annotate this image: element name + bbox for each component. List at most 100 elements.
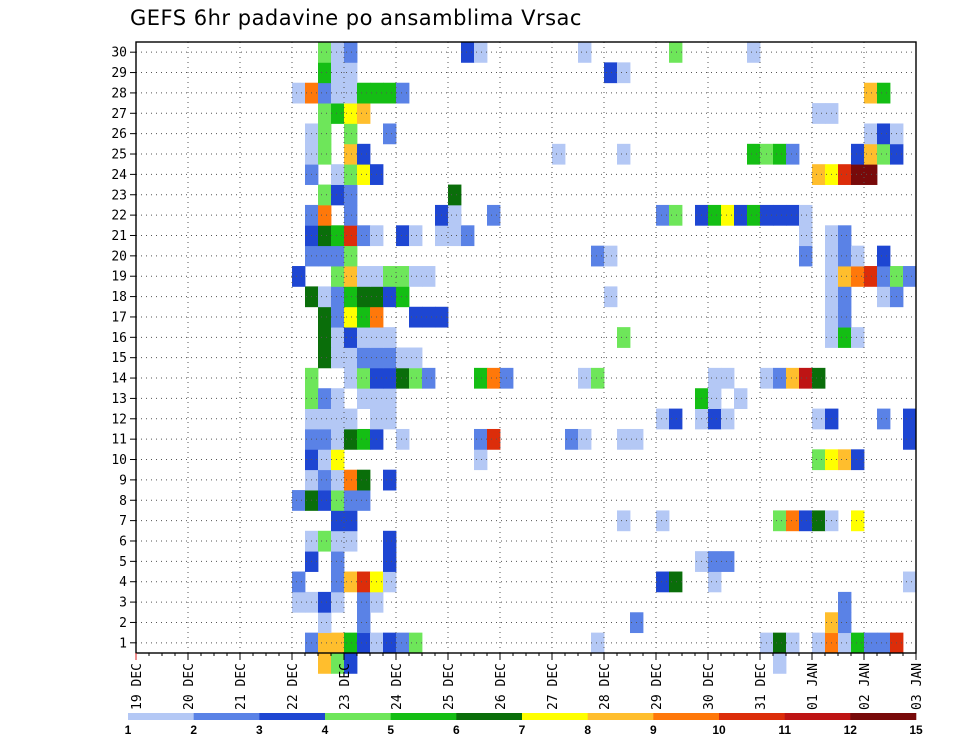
heatmap-cell xyxy=(331,632,345,654)
heatmap-cell xyxy=(331,306,345,328)
heatmap-cell xyxy=(812,408,826,430)
x-axis: 19 DEC 20 DEC 21 DEC 22 DEC 23 DEC 24 DEC 25 D… xyxy=(130,653,925,710)
heatmap-cell xyxy=(721,408,735,430)
heatmap-cell xyxy=(357,347,371,369)
heatmap-cell xyxy=(344,347,358,369)
heatmap-cell xyxy=(851,164,865,185)
heatmap-cell xyxy=(448,225,462,247)
heatmap-cell xyxy=(903,266,917,287)
heatmap-cell xyxy=(591,367,605,389)
heatmap-cell xyxy=(838,245,852,267)
heatmap-cell xyxy=(331,510,345,532)
heatmap-cell xyxy=(877,266,891,287)
legend-label: 10 xyxy=(712,723,726,737)
heatmap-cell xyxy=(331,591,345,613)
heatmap-cell xyxy=(318,245,332,267)
heatmap-cell xyxy=(773,367,787,389)
heatmap-cell xyxy=(838,449,852,471)
heatmap-cell xyxy=(357,225,371,247)
x-tick-label: 01 JAN xyxy=(806,663,821,710)
heatmap-cell xyxy=(669,571,683,593)
heatmap-cell xyxy=(903,571,917,593)
heatmap-cell xyxy=(357,327,371,348)
heatmap-cell xyxy=(812,510,826,532)
heatmap-cell xyxy=(344,123,358,145)
heatmap-cell xyxy=(851,245,865,267)
heatmap-cell xyxy=(344,245,358,267)
heatmap-cell xyxy=(851,510,865,532)
heatmap-cell xyxy=(331,551,345,572)
heatmap-cell xyxy=(799,510,813,532)
heatmap-cell xyxy=(318,204,332,226)
heatmap-cell xyxy=(318,286,332,308)
heatmap-cell xyxy=(812,164,826,185)
heatmap-cell xyxy=(617,143,631,165)
x-tick-label: 29 DEC xyxy=(650,663,665,710)
legend-label: 7 xyxy=(519,723,526,737)
legend-swatch xyxy=(850,713,917,720)
x-tick-label: 20 DEC xyxy=(182,663,197,710)
heatmap-cell xyxy=(383,82,397,104)
heatmap-cell xyxy=(838,591,852,613)
heatmap-cell xyxy=(344,469,358,491)
heatmap-cell xyxy=(383,388,397,409)
heatmap-cell xyxy=(318,306,332,328)
legend-swatch xyxy=(784,713,851,720)
heatmap-cell xyxy=(487,428,501,450)
heatmap-cell xyxy=(461,225,475,247)
heatmap-cell xyxy=(708,367,722,389)
y-tick-label: 26 xyxy=(111,127,127,142)
heatmap-cell xyxy=(292,490,306,511)
heatmap-cell xyxy=(318,469,332,491)
heatmap-cell xyxy=(656,571,670,593)
heatmap-cell xyxy=(799,245,813,267)
heatmap-cell xyxy=(357,591,371,613)
heatmap-cell xyxy=(487,204,501,226)
heatmap-cell xyxy=(292,82,306,104)
heatmap-cell xyxy=(864,632,878,654)
heatmap-cell xyxy=(409,225,423,247)
heatmap-cell xyxy=(864,82,878,104)
heatmap-cell xyxy=(344,143,358,165)
heatmap-cell xyxy=(344,653,358,674)
heatmap-cell xyxy=(708,204,722,226)
heatmap-cell xyxy=(344,408,358,430)
heatmap-cell xyxy=(786,204,800,226)
heatmap-cell xyxy=(877,286,891,308)
heatmap-cell xyxy=(838,632,852,654)
color-legend: 1234567891011121520 xyxy=(125,713,923,737)
heatmap-cell xyxy=(331,245,345,267)
heatmap-cell xyxy=(838,266,852,287)
heatmap-cell xyxy=(383,469,397,491)
heatmap-cell xyxy=(331,266,345,287)
y-tick-label: 21 xyxy=(111,229,127,244)
heatmap-cell xyxy=(669,42,683,63)
heatmap-cell xyxy=(344,428,358,450)
legend-label: 2 xyxy=(190,723,197,737)
heatmap-cell xyxy=(877,245,891,267)
heatmap-cell xyxy=(357,286,371,308)
heatmap-cell xyxy=(331,327,345,348)
legend-swatch xyxy=(719,713,785,720)
y-tick-label: 30 xyxy=(111,46,127,61)
heatmap-cell xyxy=(409,367,423,389)
x-tick-label: 28 DEC xyxy=(598,663,613,710)
heatmap-cell xyxy=(786,632,800,654)
heatmap-cell xyxy=(487,367,501,389)
y-tick-label: 17 xyxy=(111,310,127,325)
heatmap-cell xyxy=(838,612,852,634)
heatmap-cell xyxy=(578,367,592,389)
legend-swatch xyxy=(653,713,720,720)
heatmap-cell xyxy=(747,204,761,226)
heatmap-cell xyxy=(357,490,371,511)
y-tick-label: 13 xyxy=(111,392,127,407)
heatmap-cell xyxy=(669,204,683,226)
legend-swatch xyxy=(587,713,654,720)
heatmap-cell xyxy=(318,62,332,84)
y-tick-label: 18 xyxy=(111,290,127,305)
heatmap-cell xyxy=(409,306,423,328)
heatmap-cell xyxy=(318,347,332,369)
heatmap-cell xyxy=(331,449,345,471)
heatmap-cell xyxy=(331,388,345,409)
legend-swatch xyxy=(193,713,260,720)
